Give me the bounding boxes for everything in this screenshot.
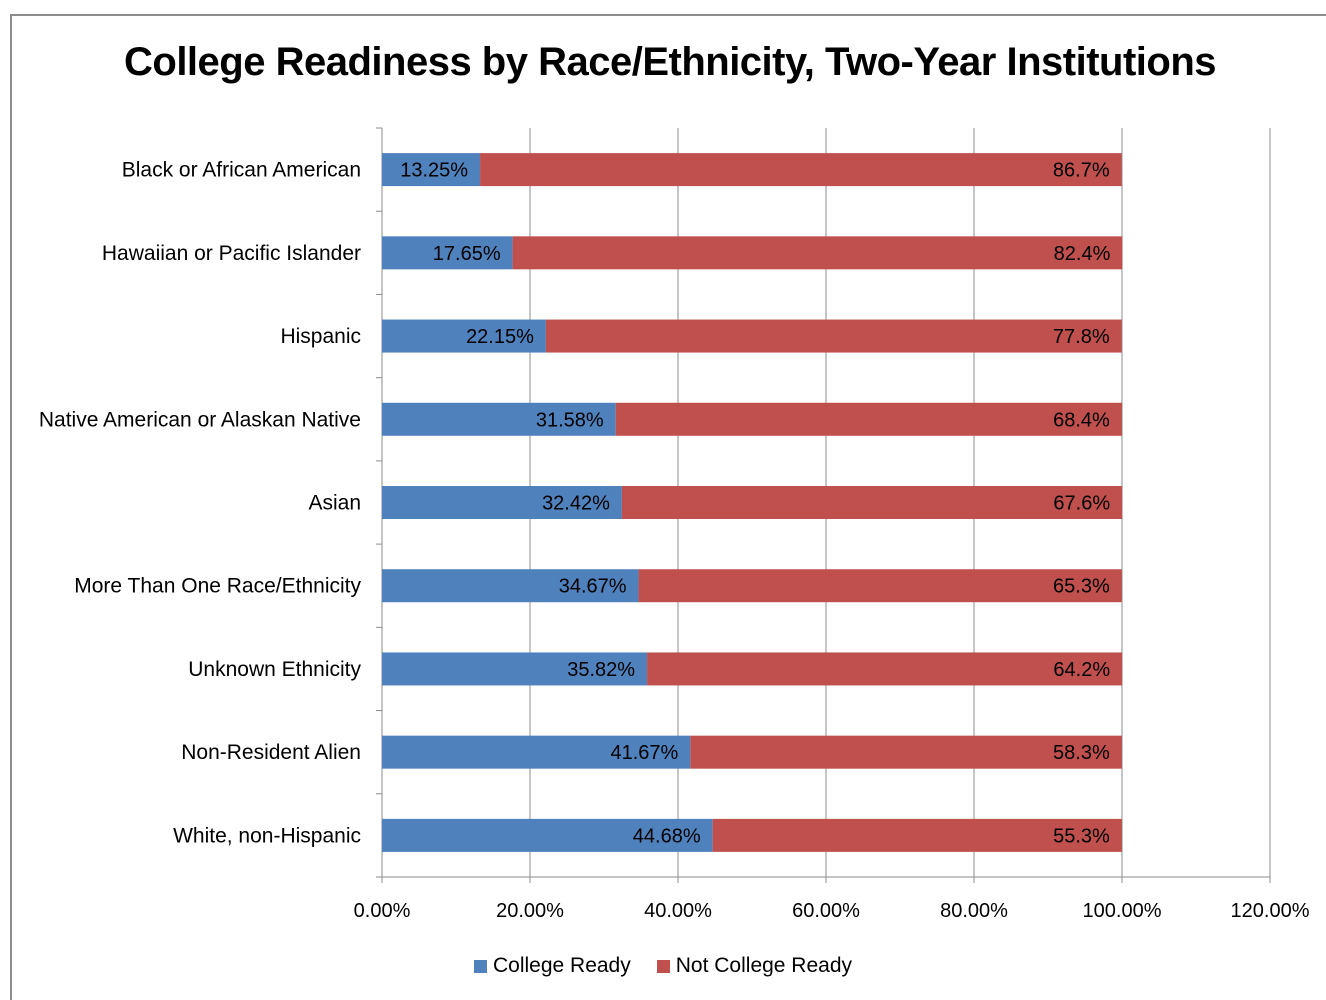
data-label-not-college-ready: 67.6% [1053, 493, 1110, 515]
category-label: Hawaiian or Pacific Islander [102, 242, 361, 265]
bar-college-ready [382, 236, 513, 270]
category-label: Black or African American [122, 159, 361, 182]
bar-not-college-ready [480, 153, 1122, 187]
data-label-college-ready: 41.67% [611, 742, 679, 764]
bar-not-college-ready [647, 652, 1123, 686]
data-label-not-college-ready: 58.3% [1053, 742, 1110, 764]
bar-college-ready [382, 735, 691, 769]
data-label-not-college-ready: 55.3% [1053, 825, 1110, 847]
data-label-college-ready: 35.82% [567, 659, 635, 681]
data-label-college-ready: 17.65% [433, 243, 501, 265]
data-label-college-ready: 32.42% [542, 493, 610, 515]
data-label-college-ready: 31.58% [536, 409, 604, 431]
x-tick-label: 20.00% [496, 900, 564, 922]
bar-college-ready [382, 486, 622, 519]
data-label-not-college-ready: 77.8% [1053, 326, 1110, 348]
x-tick-label: 120.00% [1231, 900, 1310, 922]
legend-swatch-college-ready [473, 959, 487, 973]
data-label-not-college-ready: 82.4% [1054, 243, 1111, 265]
bar-college-ready [382, 652, 648, 686]
data-label-college-ready: 13.25% [400, 160, 468, 182]
data-label-college-ready: 34.67% [559, 576, 627, 598]
x-tick-label: 60.00% [792, 900, 860, 922]
x-tick-label: 0.00% [354, 900, 411, 922]
legend-item-college-ready: College Ready [473, 954, 631, 978]
bar-not-college-ready [621, 486, 1123, 519]
data-label-not-college-ready: 64.2% [1053, 659, 1110, 681]
bar-college-ready [382, 153, 481, 187]
bar-not-college-ready [712, 818, 1122, 852]
x-tick-label: 100.00% [1083, 900, 1162, 922]
bar-not-college-ready [545, 319, 1122, 353]
data-label-college-ready: 44.68% [633, 825, 701, 847]
legend-label-college-ready: College Ready [492, 954, 631, 977]
category-label: Unknown Ethnicity [188, 658, 361, 681]
bar-not-college-ready [690, 735, 1122, 769]
category-label: Asian [308, 492, 361, 515]
bar-college-ready [382, 569, 639, 603]
bar-not-college-ready [615, 402, 1122, 436]
data-label-not-college-ready: 68.4% [1053, 409, 1110, 431]
data-label-college-ready: 22.15% [466, 326, 534, 348]
chart-frame [10, 14, 1326, 1000]
chart-title: College Readiness by Race/Ethnicity, Two… [124, 40, 1217, 84]
category-label: Non-Resident Alien [181, 741, 361, 764]
data-label-not-college-ready: 65.3% [1053, 576, 1110, 598]
legend-item-not-college-ready: Not College Ready [656, 954, 853, 978]
bar-not-college-ready [512, 236, 1123, 270]
category-label: Native American or Alaskan Native [39, 408, 361, 431]
legend-swatch-not-college-ready [656, 959, 670, 973]
data-label-not-college-ready: 86.7% [1053, 160, 1110, 182]
legend-label-not-college-ready: Not College Ready [675, 954, 853, 977]
bar-college-ready [382, 402, 616, 436]
bar-college-ready [382, 818, 713, 852]
category-label: White, non-Hispanic [173, 824, 361, 847]
category-label: Hispanic [280, 325, 361, 348]
x-tick-label: 80.00% [940, 900, 1008, 922]
chart-legend: College Ready Not College Ready [0, 954, 1326, 978]
category-label: More Than One Race/Ethnicity [74, 575, 361, 598]
x-tick-label: 40.00% [644, 900, 712, 922]
bar-college-ready [382, 319, 546, 353]
bar-not-college-ready [638, 569, 1122, 603]
